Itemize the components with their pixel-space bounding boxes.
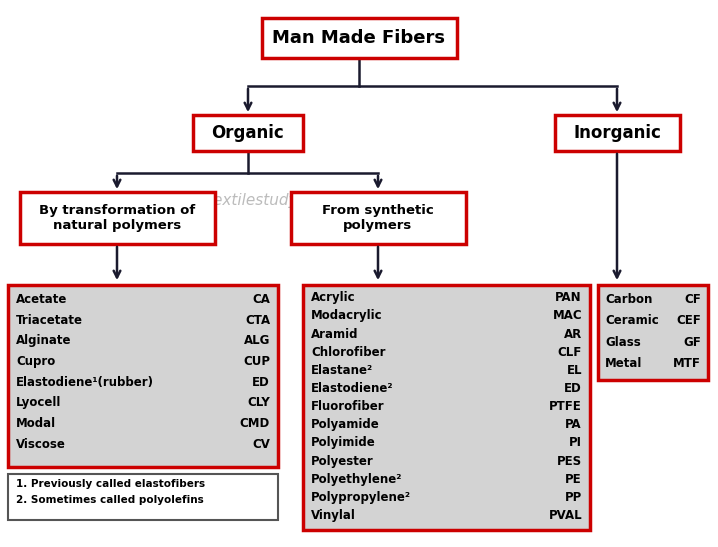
Text: Carbon: Carbon (605, 293, 653, 306)
Text: PTFE: PTFE (549, 400, 582, 413)
Text: Fluorofiber: Fluorofiber (311, 400, 385, 413)
Text: Triacetate: Triacetate (16, 313, 83, 327)
Text: Acrylic: Acrylic (311, 291, 355, 304)
FancyBboxPatch shape (19, 192, 215, 244)
Text: AR: AR (564, 328, 582, 340)
Text: Metal: Metal (605, 357, 643, 370)
Text: PA: PA (565, 418, 582, 431)
Text: Modacrylic: Modacrylic (311, 310, 383, 322)
Text: From synthetic
polymers: From synthetic polymers (322, 204, 434, 232)
Text: Vinylal: Vinylal (311, 509, 356, 522)
Text: Aramid: Aramid (311, 328, 358, 340)
FancyBboxPatch shape (8, 474, 278, 520)
Text: ALG: ALG (243, 334, 270, 347)
Text: textilestudycenter.com: textilestudycenter.com (208, 193, 383, 207)
Text: PE: PE (565, 473, 582, 486)
Text: Modal: Modal (16, 417, 56, 430)
FancyBboxPatch shape (554, 115, 679, 151)
Text: CMD: CMD (240, 417, 270, 430)
Text: PES: PES (557, 455, 582, 468)
Text: Cupro: Cupro (16, 355, 55, 368)
Text: Inorganic: Inorganic (573, 124, 661, 142)
FancyBboxPatch shape (193, 115, 303, 151)
Text: CUP: CUP (243, 355, 270, 368)
Text: Ceramic: Ceramic (605, 315, 658, 328)
Text: EL: EL (567, 364, 582, 377)
FancyBboxPatch shape (261, 18, 457, 58)
Text: CLY: CLY (247, 397, 270, 409)
Text: Polyester: Polyester (311, 455, 374, 468)
Text: Polyimide: Polyimide (311, 437, 376, 450)
Text: ED: ED (564, 382, 582, 395)
Text: Chlorofiber: Chlorofiber (311, 346, 386, 359)
Text: 1. Previously called elastofibers: 1. Previously called elastofibers (16, 479, 205, 489)
Text: Polyamide: Polyamide (311, 418, 380, 431)
Text: CF: CF (684, 293, 701, 306)
Text: By transformation of
natural polymers: By transformation of natural polymers (39, 204, 195, 232)
FancyBboxPatch shape (598, 285, 708, 380)
Text: Viscose: Viscose (16, 438, 66, 451)
FancyBboxPatch shape (8, 285, 278, 467)
Text: MTF: MTF (673, 357, 701, 370)
Text: PAN: PAN (556, 291, 582, 304)
Text: Man Made Fibers: Man Made Fibers (273, 29, 445, 47)
Text: Lyocell: Lyocell (16, 397, 61, 409)
Text: Polyethylene²: Polyethylene² (311, 473, 402, 486)
Text: PVAL: PVAL (549, 509, 582, 522)
FancyBboxPatch shape (291, 192, 465, 244)
Text: GF: GF (684, 335, 701, 348)
Text: Alginate: Alginate (16, 334, 72, 347)
Text: CEF: CEF (676, 315, 701, 328)
Text: Glass: Glass (605, 335, 640, 348)
Text: PI: PI (569, 437, 582, 450)
Text: Elastodiene²: Elastodiene² (311, 382, 393, 395)
Text: Acetate: Acetate (16, 293, 67, 306)
Text: ED: ED (252, 376, 270, 389)
Text: CA: CA (252, 293, 270, 306)
Text: CTA: CTA (245, 313, 270, 327)
Text: CV: CV (252, 438, 270, 451)
Text: Organic: Organic (212, 124, 284, 142)
Text: Elastodiene¹(rubber): Elastodiene¹(rubber) (16, 376, 154, 389)
FancyBboxPatch shape (303, 285, 590, 530)
Text: 2. Sometimes called polyolefins: 2. Sometimes called polyolefins (16, 495, 204, 505)
Text: PP: PP (565, 491, 582, 504)
Text: MAC: MAC (552, 310, 582, 322)
Text: CLF: CLF (558, 346, 582, 359)
Text: Elastane²: Elastane² (311, 364, 373, 377)
Text: Polypropylene²: Polypropylene² (311, 491, 411, 504)
